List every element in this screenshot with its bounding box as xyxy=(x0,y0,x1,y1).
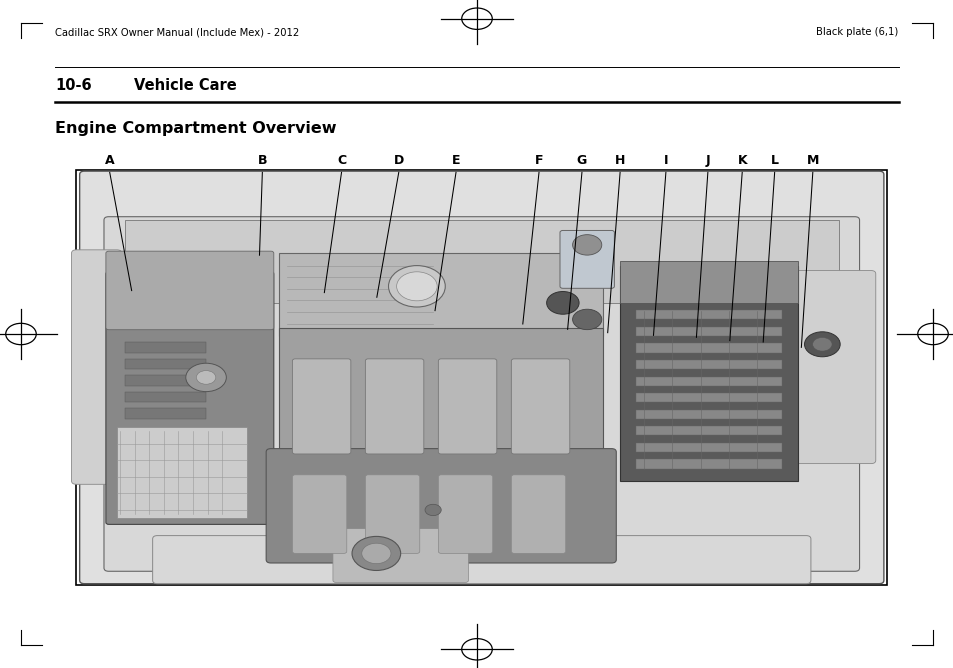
Bar xyxy=(76,170,886,584)
Bar xyxy=(635,343,781,353)
FancyBboxPatch shape xyxy=(79,171,882,584)
Circle shape xyxy=(425,504,440,516)
FancyBboxPatch shape xyxy=(106,272,274,524)
FancyBboxPatch shape xyxy=(106,251,274,330)
FancyBboxPatch shape xyxy=(511,359,569,454)
FancyBboxPatch shape xyxy=(784,271,875,464)
FancyBboxPatch shape xyxy=(438,359,497,454)
FancyBboxPatch shape xyxy=(104,216,859,571)
FancyBboxPatch shape xyxy=(152,536,810,584)
Circle shape xyxy=(546,291,578,314)
FancyBboxPatch shape xyxy=(293,359,351,454)
Circle shape xyxy=(186,363,226,391)
Bar xyxy=(125,375,206,385)
Text: I: I xyxy=(663,154,667,167)
Bar xyxy=(116,427,246,518)
Text: H: H xyxy=(615,154,624,167)
Text: A: A xyxy=(105,154,114,167)
Ellipse shape xyxy=(396,272,436,301)
Text: K: K xyxy=(737,154,746,167)
Bar xyxy=(635,377,781,385)
Text: Engine Compartment Overview: Engine Compartment Overview xyxy=(55,121,336,136)
Bar xyxy=(635,460,781,468)
Text: E: E xyxy=(452,154,459,167)
Bar xyxy=(635,443,781,452)
Bar xyxy=(619,261,798,303)
Bar xyxy=(635,409,781,419)
FancyBboxPatch shape xyxy=(71,250,122,484)
FancyBboxPatch shape xyxy=(365,475,419,553)
Text: C: C xyxy=(336,154,346,167)
Bar xyxy=(619,266,798,481)
Circle shape xyxy=(803,332,840,357)
Circle shape xyxy=(196,371,215,384)
Circle shape xyxy=(361,543,391,564)
FancyBboxPatch shape xyxy=(293,475,347,553)
Text: B: B xyxy=(257,154,267,167)
Bar xyxy=(635,360,781,369)
Bar xyxy=(125,220,838,303)
FancyBboxPatch shape xyxy=(559,230,614,289)
Bar xyxy=(635,327,781,336)
Bar xyxy=(279,328,602,460)
FancyBboxPatch shape xyxy=(511,475,565,553)
Bar xyxy=(279,253,602,336)
Circle shape xyxy=(572,309,601,329)
Text: G: G xyxy=(577,154,586,167)
FancyBboxPatch shape xyxy=(266,449,616,563)
FancyBboxPatch shape xyxy=(365,359,423,454)
FancyBboxPatch shape xyxy=(438,475,492,553)
Text: Black plate (6,1): Black plate (6,1) xyxy=(816,27,898,37)
Bar xyxy=(125,359,206,369)
Circle shape xyxy=(352,536,400,570)
Bar xyxy=(125,342,206,353)
Text: Cadillac SRX Owner Manual (Include Mex) - 2012: Cadillac SRX Owner Manual (Include Mex) … xyxy=(55,27,299,37)
Bar xyxy=(125,392,206,402)
Bar xyxy=(635,311,781,319)
Text: M: M xyxy=(806,154,818,167)
Circle shape xyxy=(812,337,831,351)
Bar xyxy=(125,409,206,419)
Bar xyxy=(635,393,781,402)
Text: J: J xyxy=(705,154,709,167)
Bar xyxy=(635,426,781,436)
Text: F: F xyxy=(535,154,542,167)
FancyBboxPatch shape xyxy=(333,528,468,582)
Text: Vehicle Care: Vehicle Care xyxy=(133,78,236,93)
Text: 10-6: 10-6 xyxy=(55,78,91,93)
Text: L: L xyxy=(770,154,778,167)
Circle shape xyxy=(572,234,601,255)
Ellipse shape xyxy=(388,266,445,307)
Text: D: D xyxy=(394,154,403,167)
